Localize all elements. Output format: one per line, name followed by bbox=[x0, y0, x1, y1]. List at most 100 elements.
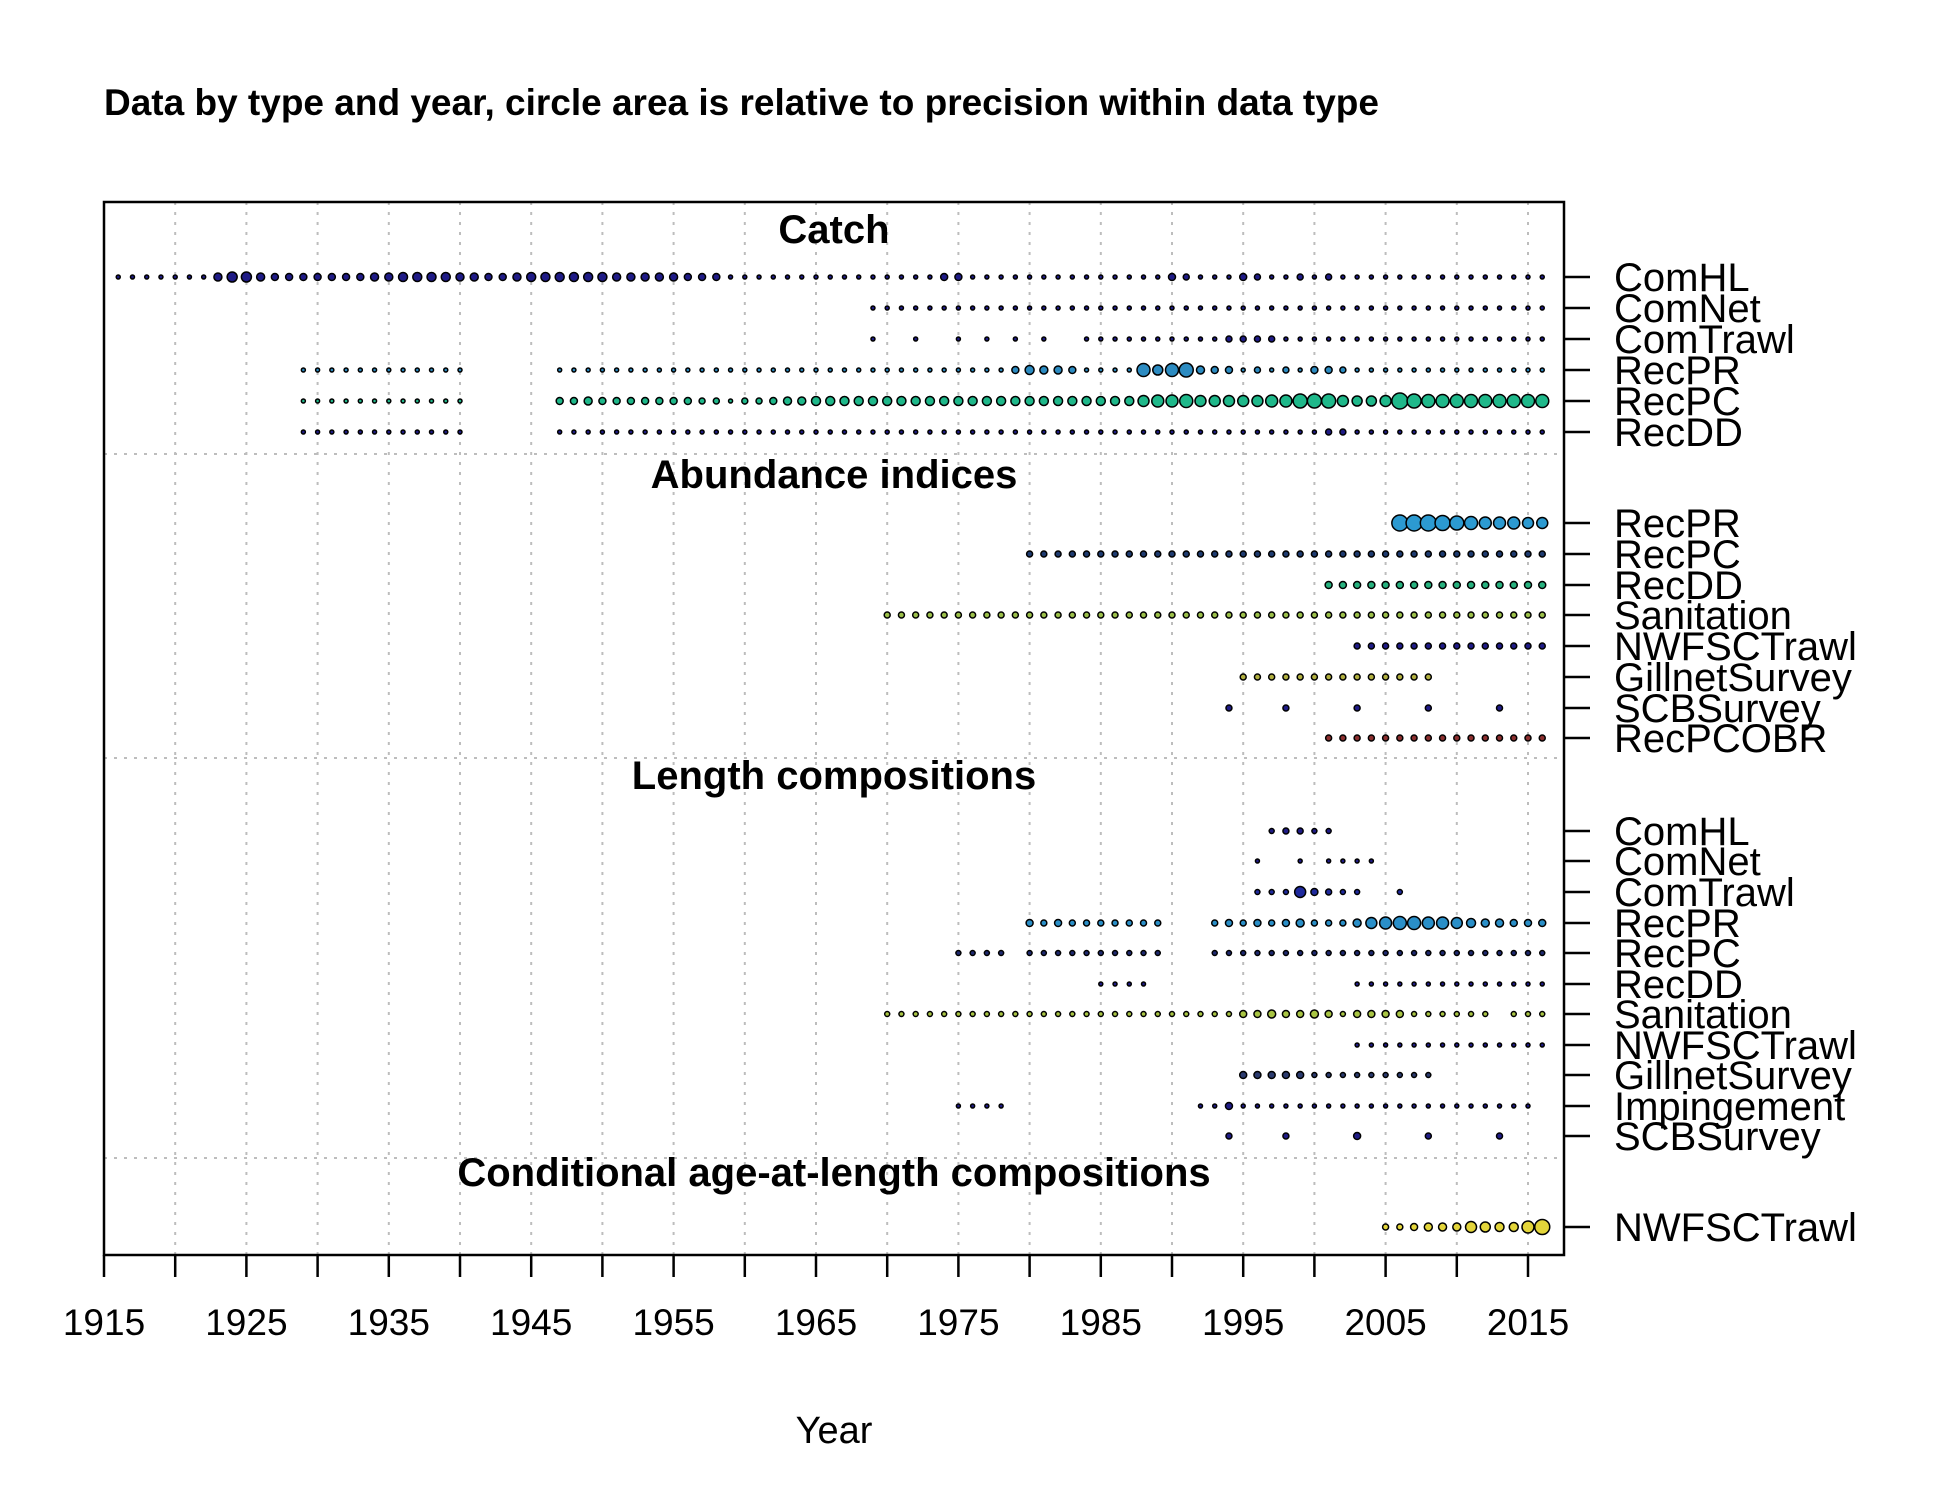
data-point bbox=[1353, 888, 1361, 896]
data-point bbox=[912, 429, 919, 435]
data-point bbox=[1311, 1071, 1318, 1079]
data-point bbox=[300, 398, 307, 404]
data-point bbox=[1267, 611, 1276, 619]
data-point bbox=[1468, 429, 1474, 435]
data-point bbox=[1295, 1070, 1305, 1080]
data-point bbox=[1354, 429, 1360, 435]
data-point bbox=[1539, 367, 1545, 373]
data-point bbox=[1368, 367, 1375, 373]
y-tick-label: ComTrawl bbox=[1614, 318, 1795, 362]
data-point bbox=[1352, 918, 1362, 928]
data-point bbox=[1310, 365, 1319, 375]
data-point bbox=[143, 274, 150, 280]
data-point bbox=[1238, 1070, 1248, 1080]
data-point bbox=[1268, 949, 1275, 957]
data-point bbox=[912, 1010, 919, 1018]
data-point bbox=[1382, 305, 1389, 311]
data-point bbox=[1168, 550, 1176, 558]
data-point bbox=[799, 367, 805, 373]
data-point bbox=[756, 367, 762, 373]
data-point bbox=[1054, 611, 1062, 619]
data-point bbox=[1492, 393, 1507, 409]
data-point bbox=[1419, 514, 1438, 532]
data-point bbox=[1340, 336, 1346, 342]
data-point bbox=[400, 367, 406, 373]
data-point bbox=[1367, 580, 1376, 590]
data-point bbox=[1225, 335, 1233, 343]
data-point bbox=[1397, 981, 1403, 987]
data-point bbox=[1183, 429, 1189, 435]
data-point bbox=[1464, 1220, 1478, 1234]
data-point bbox=[115, 274, 121, 280]
data-point bbox=[1083, 336, 1090, 342]
data-point bbox=[1411, 367, 1417, 373]
y-tick-label: RecDD bbox=[1614, 411, 1743, 455]
data-point bbox=[839, 395, 850, 407]
data-point bbox=[371, 398, 378, 404]
data-point bbox=[1054, 949, 1062, 957]
data-point bbox=[984, 274, 990, 280]
data-point bbox=[1012, 305, 1019, 311]
data-point bbox=[1281, 1070, 1291, 1080]
data-point bbox=[1534, 393, 1550, 409]
data-point bbox=[782, 396, 793, 406]
data-point bbox=[1368, 981, 1375, 987]
data-point bbox=[926, 611, 934, 619]
data-point bbox=[1438, 642, 1447, 650]
data-point bbox=[898, 305, 905, 311]
data-point bbox=[1382, 1042, 1389, 1048]
data-point bbox=[727, 274, 734, 280]
data-point bbox=[582, 271, 594, 283]
data-point bbox=[954, 272, 963, 282]
data-point bbox=[1067, 395, 1078, 407]
data-point bbox=[1054, 550, 1062, 558]
data-point bbox=[955, 1010, 962, 1018]
data-point bbox=[1083, 305, 1090, 311]
data-point bbox=[1297, 1103, 1303, 1109]
data-point bbox=[1425, 949, 1432, 957]
data-point bbox=[1449, 393, 1465, 409]
data-point bbox=[1353, 1071, 1361, 1079]
data-point bbox=[158, 274, 164, 280]
data-point bbox=[1439, 367, 1446, 373]
data-point bbox=[1396, 734, 1404, 742]
data-point bbox=[1368, 949, 1375, 957]
data-point bbox=[998, 367, 1004, 373]
data-point bbox=[1040, 550, 1048, 558]
data-point bbox=[1195, 365, 1206, 375]
data-point bbox=[1353, 734, 1361, 742]
data-point bbox=[583, 396, 593, 406]
data-point bbox=[969, 429, 976, 435]
data-point bbox=[1352, 1009, 1362, 1019]
data-point bbox=[1406, 393, 1422, 409]
data-point bbox=[1396, 1223, 1404, 1231]
data-point bbox=[1026, 429, 1033, 435]
data-point bbox=[884, 305, 890, 311]
y-tick-label: ComNet bbox=[1614, 840, 1761, 884]
data-point bbox=[1281, 1009, 1291, 1019]
data-point bbox=[1095, 395, 1107, 407]
data-point bbox=[1151, 394, 1165, 408]
data-point bbox=[1254, 305, 1261, 311]
data-point bbox=[1351, 395, 1363, 407]
data-point bbox=[855, 274, 862, 280]
data-point bbox=[1496, 367, 1503, 373]
data-point bbox=[1125, 550, 1134, 558]
data-point bbox=[685, 429, 691, 435]
data-point bbox=[827, 367, 833, 373]
data-point bbox=[1353, 704, 1361, 712]
data-point bbox=[1382, 1071, 1389, 1079]
data-point bbox=[640, 396, 650, 406]
data-point bbox=[1297, 305, 1303, 311]
data-point bbox=[1253, 611, 1262, 619]
data-point bbox=[1267, 335, 1276, 343]
x-tick-label: 1945 bbox=[490, 1302, 572, 1343]
data-point bbox=[1125, 611, 1134, 619]
data-point bbox=[1137, 394, 1150, 408]
data-point bbox=[1167, 272, 1177, 282]
x-tick-label: 2015 bbox=[1487, 1302, 1569, 1343]
y-tick-label: RecPC bbox=[1614, 533, 1741, 577]
data-point bbox=[357, 367, 364, 373]
data-point bbox=[525, 271, 537, 283]
data-point bbox=[1396, 642, 1404, 650]
